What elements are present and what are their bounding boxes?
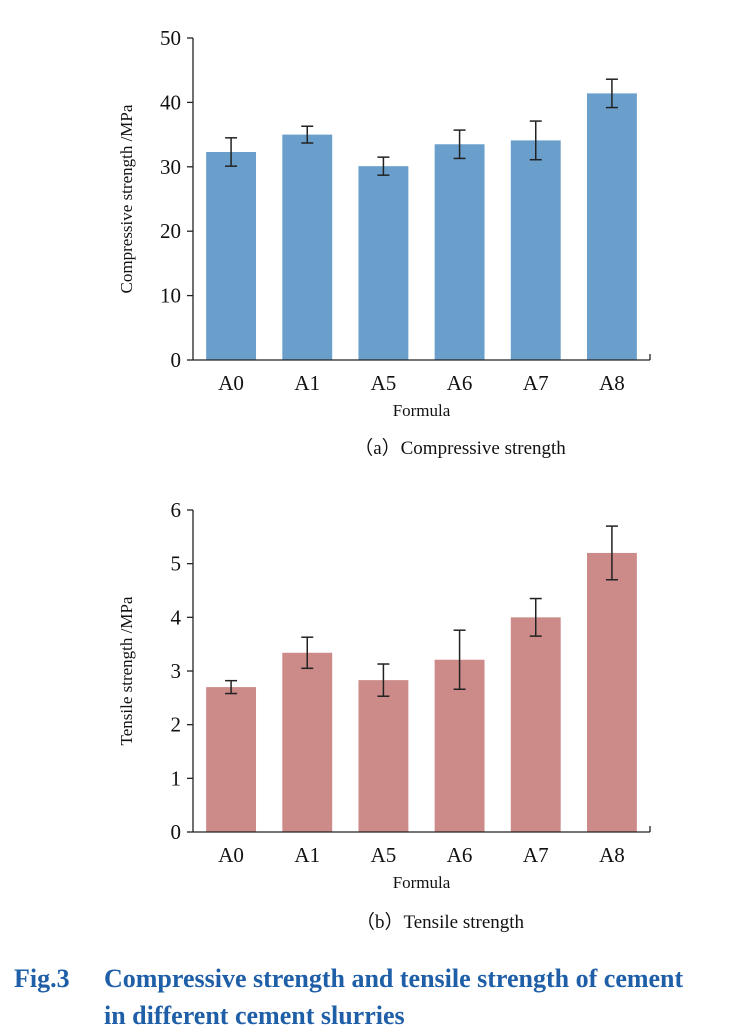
y-tick-label: 0 <box>171 820 182 844</box>
x-tick-label: A8 <box>599 843 625 867</box>
y-tick-label: 40 <box>160 90 181 114</box>
figure-number: Fig.3 <box>14 964 70 993</box>
x-tick-label: A7 <box>523 371 549 395</box>
y-tick-label: 50 <box>160 26 181 50</box>
x-tick-label: A6 <box>447 843 473 867</box>
figure-caption-line-2: in different cement slurries <box>104 1001 405 1030</box>
figure-caption: Fig.3 Compressive strength and tensile st… <box>14 960 739 1034</box>
x-tick-label: A6 <box>447 371 473 395</box>
bar-A0 <box>206 687 257 832</box>
y-tick-label: 1 <box>171 766 182 790</box>
bar-A0 <box>206 151 257 360</box>
y-tick-label: 5 <box>171 552 182 576</box>
x-axis-title: Formula <box>393 873 451 892</box>
bar-A5 <box>358 166 409 360</box>
bar-A1 <box>282 134 333 360</box>
x-tick-label: A8 <box>599 371 625 395</box>
x-tick-label: A0 <box>218 371 244 395</box>
x-tick-label: A1 <box>294 371 320 395</box>
y-tick-label: 2 <box>171 713 182 737</box>
compressive-strength-chart: A0 A1 A5 A6 A7 A8 0 10 20 30 40 50 Compressive stren… <box>117 26 651 459</box>
bar-A8 <box>586 93 637 360</box>
chart-subcaption: （b）Tensile strength <box>356 911 525 933</box>
y-axis-title: Compressive strength /MPa <box>117 104 136 293</box>
figure-caption-line-1: Compressive strength and tensile strengt… <box>104 964 684 993</box>
x-axis-title: Formula <box>393 401 451 420</box>
x-tick-label: A5 <box>371 843 397 867</box>
y-tick-label: 3 <box>171 659 182 683</box>
bar-A7 <box>510 140 561 360</box>
y-tick-label: 0 <box>171 348 182 372</box>
x-tick-label: A5 <box>371 371 397 395</box>
x-tick-label: A0 <box>218 843 244 867</box>
y-tick-label: 10 <box>160 284 181 308</box>
tensile-strength-chart: A0 A1 A5 A6 A7 A8 0 1 2 3 4 5 6 Tensile strength /MPa… <box>117 498 651 933</box>
y-tick-label: 4 <box>171 605 182 629</box>
y-axis-title: Tensile strength /MPa <box>117 596 136 745</box>
bar-A1 <box>282 652 333 832</box>
bar-A7 <box>510 617 561 832</box>
y-tick-label: 20 <box>160 219 181 243</box>
y-tick-label: 6 <box>171 498 182 522</box>
y-tick-label: 30 <box>160 155 181 179</box>
bar-A6 <box>434 144 485 360</box>
chart-subcaption: （a）Compressive strength <box>354 437 566 459</box>
x-tick-label: A7 <box>523 843 549 867</box>
bar-A8 <box>586 552 637 832</box>
bar-A5 <box>358 680 409 832</box>
x-tick-label: A1 <box>294 843 320 867</box>
